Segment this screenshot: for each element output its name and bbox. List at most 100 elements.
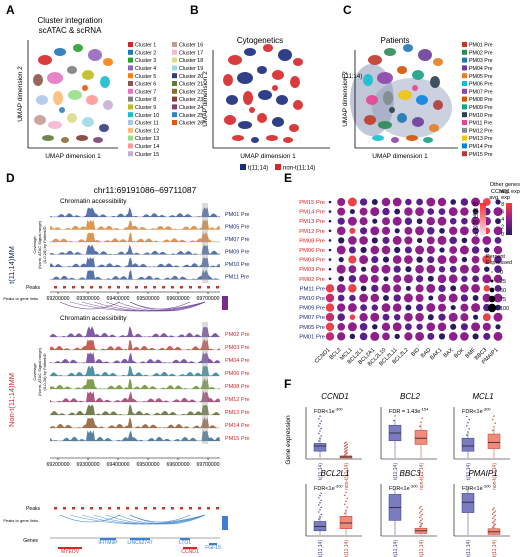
patient-legend-label: PM08 Pre [469,97,493,103]
umap-cluster [258,90,272,100]
peak-gene-link [59,514,121,523]
boxplot-outlier [420,510,422,513]
boxplot-outlier [493,511,495,514]
legend-ccnd1-tick: 30 [472,214,478,220]
umap-cluster [389,107,395,113]
cluster-legend-swatch [172,49,177,55]
boxplot-outlier [345,441,347,443]
boxplot-box [339,515,353,529]
dot-plot-dot [372,324,378,330]
dot-plot-dot [472,208,479,215]
umap-cluster [383,91,393,105]
dot-plot-dot [381,226,391,235]
dot-plot-dot [325,293,335,303]
umap-cluster [283,137,293,143]
patient-legend-swatch [462,151,467,157]
boxplot-x-label: non-t(11;14) [419,540,425,557]
dot-plot-dot [370,265,379,274]
boxplot-outlier [319,415,321,417]
cluster-legend-swatch [128,127,133,133]
legend-ccnd1-subtitle: avg. exp [489,195,510,201]
gene-label: IFITM9P [98,540,118,546]
dot-plot-dot [392,216,402,226]
boxplot-outlier [344,451,346,453]
cluster-legend-label: Cluster 6 [135,82,156,88]
dot-plot-dot [382,207,390,216]
umap-cluster [290,76,300,88]
dot-plot-dot [493,312,503,322]
dot-plot-dot [359,322,368,331]
dot-plot-dot [471,216,481,226]
box-plots: CCND1 FDR<1e-300 t(11;14) non-t(11;14) BCL2 F… [305,392,510,557]
dot-plot-dot [427,275,434,282]
gene-label: FGF19 [205,545,221,551]
track-sample-label: PM06 Pre [225,371,249,377]
umap-cluster [88,49,102,61]
dot-plot-dot [482,235,492,245]
dot-plot-dot [416,323,423,330]
dot-plot-dot [348,275,357,283]
patient-legend-label: PM11 Pre [469,121,492,127]
dot-plot-dot [371,256,379,264]
dot-plot-dot [460,207,469,216]
boxplot-outlier [421,417,423,420]
umap-cluster [430,76,440,88]
cluster-legend-label: Cluster 13 [135,136,159,142]
boxplot-gene-title: MCL1 [472,392,493,401]
dot-plot-dot [347,216,357,226]
dot-plot-dot [348,236,357,245]
peak-mark [90,286,93,289]
legend-other-bar [506,203,512,235]
boxplot-outlier [494,422,496,424]
dot-plot-dot [450,285,457,292]
boxplot-x-label: t(11;14) [466,540,472,557]
dot-plot-dot [392,303,402,312]
cluster-legend-label: Cluster 8 [135,97,156,103]
coverage-track [50,391,220,402]
dot-plot-dot [382,256,390,263]
legend-ccnd1-tick: 10 [472,226,478,232]
umap-cluster [364,115,376,125]
boxplot-outlier [318,440,320,442]
boxplot-x-label: t(11;14) [393,463,399,480]
cluster-legend-swatch [172,120,177,125]
boxplot-outlier [468,428,470,430]
dot-plot-dot [415,207,424,216]
umap-cluster [73,44,83,52]
boxplot-outlier [320,492,322,494]
boxplot-outlier [492,522,494,524]
dot-plot-dot [381,245,391,255]
boxplot-outlier [419,516,421,519]
track-x-tick-label: 69200000 [46,296,69,302]
gene-body [183,547,197,549]
gene-body [209,543,217,545]
group-label-non-t1114: Non-t(11;14)MM [7,373,16,427]
dot-plot-dot [381,322,391,331]
peak-mark [216,507,219,510]
dot-plot-dot [349,333,356,340]
dot-plot-dot [494,265,502,274]
dot-plot-dot [325,303,335,312]
legend-size-title: Percent [486,254,505,260]
track-x-tick-label: 69600000 [166,462,189,468]
dot-plot-dot [461,237,468,244]
peak-mark [90,507,93,510]
dot-plot-dot [404,323,412,331]
panel-a-title-line2: scATAC & scRNA [39,26,102,35]
umap-cluster [272,117,284,127]
boxplot-outlier [318,518,320,520]
dot-plot-dot [461,217,468,225]
boxplot-box [487,433,501,449]
coverage-track [50,257,220,267]
boxplot-fdr: FDR<1e-300 [462,484,491,493]
genes-label: Genes [23,538,38,544]
dot-plot-dot [328,239,332,242]
track-x-tick-label: 69400000 [106,462,129,468]
umap-cluster [263,44,273,52]
dot-plot-dot [370,207,380,217]
boxplot-outlier [493,516,495,518]
peak-gene-link [129,301,191,310]
boxplot-outlier [346,452,348,454]
boxplot-outlier [345,491,347,494]
boxplot-outlier [494,519,496,521]
